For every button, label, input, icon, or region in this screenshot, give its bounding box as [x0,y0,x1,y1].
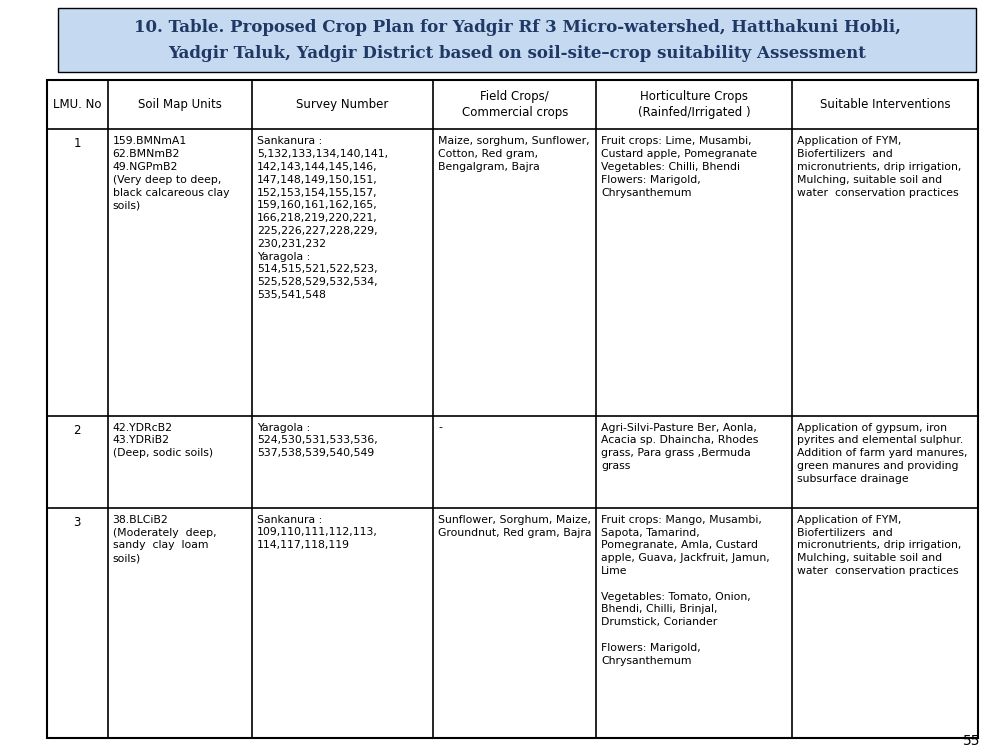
Text: 2: 2 [74,423,81,436]
Text: -: - [438,423,443,432]
Text: Field Crops/
Commercial crops: Field Crops/ Commercial crops [462,90,569,119]
Text: Fruit crops: Mango, Musambi,
Sapota, Tamarind,
Pomegranate, Amla, Custard
apple,: Fruit crops: Mango, Musambi, Sapota, Tam… [602,515,770,665]
Bar [58,8,976,72]
Text: 1: 1 [74,138,81,150]
Text: 55: 55 [963,734,980,748]
Text: 159.BMNmA1
62.BMNmB2
49.NGPmB2
(Very deep to deep,
black calcareous clay
soils): 159.BMNmA1 62.BMNmB2 49.NGPmB2 (Very dee… [113,136,229,210]
Text: 3: 3 [74,516,81,528]
Text: Sankanura :
5,132,133,134,140,141,
142,143,144,145,146,
147,148,149,150,151,
152: Sankanura : 5,132,133,134,140,141, 142,1… [257,136,388,300]
Text: Yaragola :
524,530,531,533,536,
537,538,539,540,549: Yaragola : 524,530,531,533,536, 537,538,… [257,423,378,458]
Text: Sankanura :
109,110,111,112,113,
114,117,118,119: Sankanura : 109,110,111,112,113, 114,117… [257,515,378,550]
Text: Fruit crops: Lime, Musambi,
Custard apple, Pomegranate
Vegetables: Chilli, Bhend: Fruit crops: Lime, Musambi, Custard appl… [602,136,757,197]
Text: 10. Table. Proposed Crop Plan for Yadgir Rf 3 Micro-watershed, Hatthakuni Hobli,: 10. Table. Proposed Crop Plan for Yadgir… [133,18,900,36]
Text: Agri-Silvi-Pasture Ber, Aonla,
Acacia sp. Dhaincha, Rhodes
grass, Para grass ,Be: Agri-Silvi-Pasture Ber, Aonla, Acacia sp… [602,423,759,471]
Text: 42.YDRcB2
43.YDRiB2
(Deep, sodic soils): 42.YDRcB2 43.YDRiB2 (Deep, sodic soils) [113,423,213,458]
Text: Soil Map Units: Soil Map Units [138,98,222,111]
Text: 38.BLCiB2
(Moderately  deep,
sandy  clay  loam
soils): 38.BLCiB2 (Moderately deep, sandy clay l… [113,515,216,563]
Bar [47,80,978,738]
Text: Maize, sorghum, Sunflower,
Cotton, Red gram,
Bengalgram, Bajra: Maize, sorghum, Sunflower, Cotton, Red g… [438,136,590,172]
Text: Application of gypsum, iron
pyrites and elemental sulphur.
Addition of farm yard: Application of gypsum, iron pyrites and … [796,423,968,484]
Text: LMU. No: LMU. No [53,98,102,111]
Text: Suitable Interventions: Suitable Interventions [820,98,951,111]
Text: Survey Number: Survey Number [296,98,389,111]
Text: Horticulture Crops
(Rainfed/Irrigated ): Horticulture Crops (Rainfed/Irrigated ) [638,90,750,119]
Text: Application of FYM,
Biofertilizers  and
micronutrients, drip irrigation,
Mulchin: Application of FYM, Biofertilizers and m… [796,515,962,576]
Text: Yadgir Taluk, Yadgir District based on soil-site–crop suitability Assessment: Yadgir Taluk, Yadgir District based on s… [168,45,866,61]
Text: Application of FYM,
Biofertilizers  and
micronutrients, drip irrigation,
Mulchin: Application of FYM, Biofertilizers and m… [796,136,962,197]
Text: Sunflower, Sorghum, Maize,
Groundnut, Red gram, Bajra: Sunflower, Sorghum, Maize, Groundnut, Re… [438,515,592,538]
